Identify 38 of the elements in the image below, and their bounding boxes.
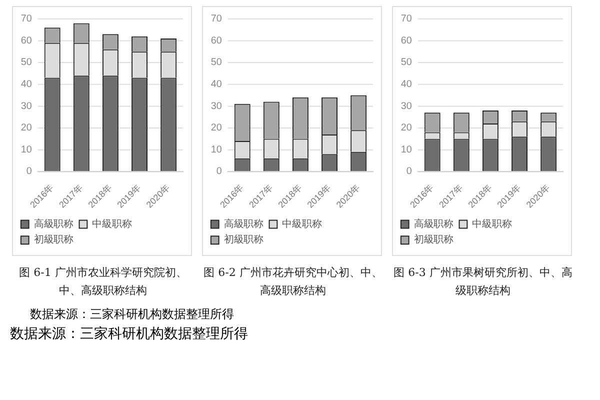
y-tick-label: 70: [210, 14, 222, 25]
y-tick-label: 20: [20, 122, 32, 134]
y-tick-label: 20: [400, 122, 412, 134]
text: 图 6-1 广州市农业科学研究院初、中、高级职称结构: [18, 265, 188, 299]
y-tick-label: 70: [400, 14, 412, 25]
y-tick-label: 20: [210, 122, 222, 134]
y-tick-label: 10: [210, 144, 222, 156]
y-tick-label: 40: [20, 79, 32, 90]
source-note: 数据来源：三家科研机构数据整理所得: [10, 325, 249, 344]
y-tick-label: 10: [20, 144, 32, 156]
y-tick-label: 50: [20, 57, 32, 68]
y-tick-label: 10: [400, 144, 412, 156]
y-tick-label: 0: [406, 166, 412, 178]
y-tick-label: 50: [400, 57, 412, 68]
y-tick-label: 0: [26, 166, 32, 178]
y-tick-label: 60: [210, 35, 222, 46]
y-tick-label: 0: [216, 166, 222, 178]
y-tick-label: 40: [210, 79, 222, 90]
legend-label: 初級职称: [34, 234, 74, 246]
y-tick-label: 40: [400, 79, 412, 90]
text: 图 6-2 广州市花卉研究中心初、中、高级职称结构: [202, 265, 384, 299]
y-tick-label: 70: [20, 14, 32, 25]
y-tick-label: 30: [20, 100, 32, 112]
legend-label: 中級职称: [472, 218, 512, 230]
legend-label: 中級职称: [282, 218, 322, 230]
legend-label: 高級职称: [414, 218, 454, 230]
y-tick-label: 30: [400, 100, 412, 112]
y-tick-label: 50: [210, 57, 222, 68]
source-note: 数据来源：三家科研机构数据整理所得: [30, 306, 235, 323]
text: 图 6-3 广州市果树研究所初、中、高级职称结构: [392, 265, 574, 299]
y-tick-label: 60: [400, 35, 412, 46]
y-tick-label: 30: [210, 100, 222, 112]
y-tick-label: 60: [20, 35, 32, 46]
legend-label: 高級职称: [224, 218, 264, 230]
legend-label: 中級职称: [92, 218, 132, 230]
legend-label: 高級职称: [34, 218, 74, 230]
legend-label: 初級职称: [224, 234, 264, 246]
legend-label: 初級职称: [414, 234, 454, 246]
